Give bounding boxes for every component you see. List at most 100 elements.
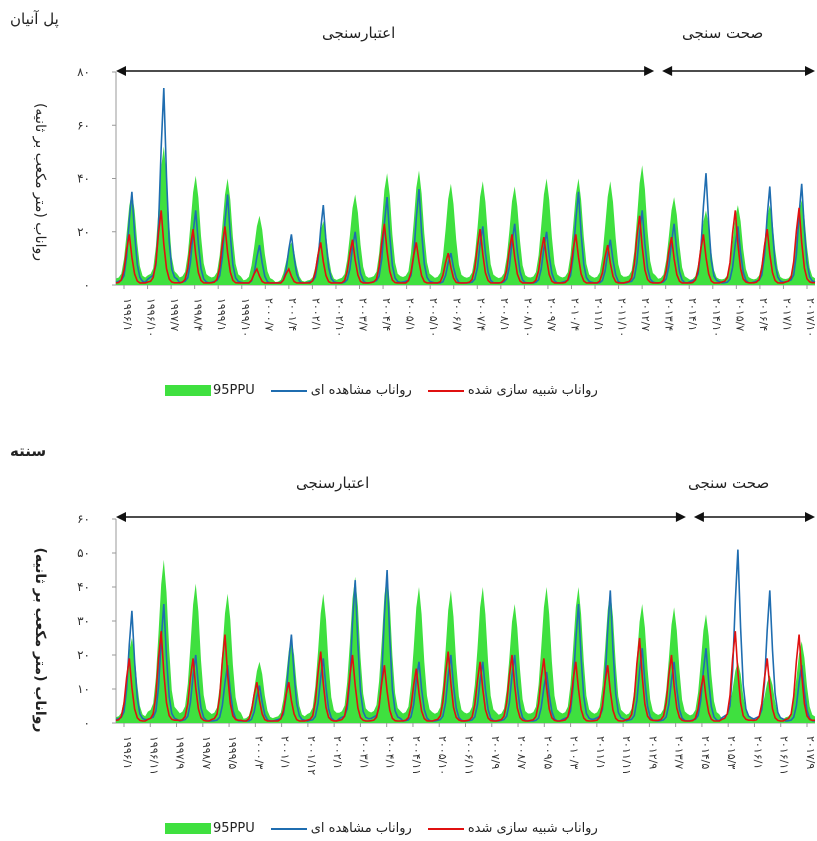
- x-tick-label: ۲۰۰۵/۱۰: [427, 298, 440, 337]
- x-tick-label: ۱۹۹۹/۵: [226, 736, 239, 769]
- series-simulated-line: [115, 631, 815, 722]
- x-tick-label: ۲۰۰۸/۱۰: [521, 298, 534, 337]
- x-tick-label: ۱۹۹۸/۷: [200, 736, 213, 769]
- x-tick-label: ۱۹۹۹/۱۰: [239, 298, 252, 337]
- series-95ppu-band: [116, 559, 815, 723]
- legend-item-simulated: رواناب شبیه سازی شده: [427, 383, 598, 398]
- y-tick-label: ۶۰: [77, 118, 90, 132]
- x-tick-label: ۲۰۰۱/۴: [286, 298, 299, 331]
- x-tick-label: ۱۹۹۶/۱۰: [145, 298, 158, 337]
- legend-swatch-observed: [270, 389, 307, 392]
- x-tick-label: ۲۰۱۱/۱: [592, 298, 605, 331]
- x-tick-label: ۱۹۹۸/۴: [192, 298, 205, 331]
- x-tick-label: ۲۰۱۷/۱: [780, 298, 793, 331]
- x-tick-label: ۱۹۹۷/۷: [168, 298, 181, 331]
- x-tick-label: ۲۰۰۰/۷: [262, 298, 275, 331]
- calibration-period-label: اعتبارسنجی: [296, 474, 370, 492]
- x-tick-label: ۱۹۹۶/۱: [121, 298, 134, 331]
- x-tick-label: ۱۹۹۹/۱: [215, 298, 228, 331]
- series-95ppu-band: [116, 146, 815, 285]
- x-tick-label: ۱۹۹۶/۱: [121, 736, 134, 769]
- legend-label-95ppu: 95PPU: [213, 383, 255, 398]
- x-tick-label: ۲۰۰۱/۱۲: [305, 736, 318, 775]
- y-tick-label: ۳۰: [77, 614, 90, 628]
- x-tick-label: ۲۰۰۴/۴: [380, 298, 393, 331]
- x-tick-label: ۲۰۰۶/۷: [451, 298, 464, 331]
- x-tick-label: ۲۰۱۶/۱۱: [778, 736, 791, 775]
- legend-swatch-simulated: [427, 827, 464, 830]
- x-tick-label: ۲۰۱۴/۱۰: [710, 298, 723, 337]
- legend: 95PPU رواناب مشاهده ای رواناب شبیه سازی …: [165, 821, 614, 836]
- y-tick-label: ۶۰: [77, 512, 90, 526]
- x-tick-label: ۲۰۱۳/۴: [663, 298, 676, 331]
- y-tick-label: ۵۰: [77, 546, 90, 560]
- chart-panel-santeh: ۰ ۱۰ ۲۰ ۳۰ ۴۰ ۵۰ ۶۰ ۱۹۹۶/۱ ۱۹۹۶/۱۱ ۱۹۹۷/۹ ۱۹۹۸/۷ ۱۹…: [0, 420, 817, 841]
- legend-label-observed: رواناب مشاهده ای: [310, 383, 412, 398]
- x-tick-label: ۲۰۰۴/۱: [384, 736, 397, 769]
- legend-label-simulated: رواناب شبیه سازی شده: [467, 383, 598, 398]
- x-tick-label: ۲۰۰۸/۷: [515, 736, 528, 769]
- validation-period-label: صحت سنجی: [682, 24, 764, 42]
- x-tick-label: ۲۰۰۱/۱: [279, 736, 292, 769]
- legend-swatch-simulated: [427, 389, 464, 392]
- legend-label-observed: رواناب مشاهده ای: [310, 821, 412, 836]
- calibration-period-label: اعتبارسنجی: [322, 24, 396, 42]
- x-tick-label: ۲۰۱۱/۱: [594, 736, 607, 769]
- y-tick-label: ۴۰: [77, 172, 90, 186]
- validation-period-label: صحت سنجی: [688, 474, 770, 492]
- x-tick-label: ۲۰۰۳/۷: [357, 298, 370, 331]
- legend-item-observed: رواناب مشاهده ای: [270, 821, 412, 836]
- chart-panel-pol-anian: ۰ ۲۰ ۴۰ ۶۰ ۸۰ ۱۹۹۶/۱ ۱۹۹۶/۱۰ ۱۹۹۷/۷ ۱۹۹۸/۴ ۱۹۹۹/۱…: [0, 0, 817, 420]
- x-tick-label: ۲۰۰۸/۱: [498, 298, 511, 331]
- y-tick-label: ۲۰: [77, 225, 90, 239]
- x-tick-label: ۲۰۱۷/۱۰: [804, 298, 817, 337]
- station-title: پل آنیان: [10, 10, 59, 28]
- x-tick-label: ۲۰۰۰/۳: [252, 736, 265, 769]
- y-axis-label: رواناب (متر مکعب بر ثانیه): [32, 102, 48, 262]
- validation-period-arrow: [662, 66, 815, 76]
- y-axis-label: رواناب (متر مکعب بر ثانیه): [32, 547, 48, 733]
- legend-swatch-observed: [270, 827, 307, 830]
- x-tick-label: ۲۰۱۶/۴: [757, 298, 770, 331]
- x-tick-label: ۲۰۰۶/۱۱: [463, 736, 476, 775]
- x-tick-label: ۱۹۹۷/۹: [174, 736, 187, 769]
- validation-period-arrow: [693, 512, 815, 522]
- x-tick-label: ۲۰۱۵/۳: [725, 736, 738, 769]
- x-tick-label: ۲۰۰۵/۱: [404, 298, 417, 331]
- x-tick-label: ۲۰۱۰/۴: [568, 298, 581, 331]
- x-tick-label: ۲۰۱۱/۱۱: [620, 736, 633, 775]
- x-tick-label: ۲۰۱۰/۳: [568, 736, 581, 769]
- x-tick-label: ۲۰۰۷/۴: [474, 298, 487, 331]
- x-tick-label: ۲۰۰۲/۱: [331, 736, 344, 769]
- legend: 95PPU رواناب مشاهده ای رواناب شبیه سازی …: [165, 383, 614, 398]
- x-tick-label: ۲۰۰۲/۱: [309, 298, 322, 331]
- x-tick-label: ۲۰۰۹/۷: [545, 298, 558, 331]
- y-tick-label: ۸۰: [77, 65, 90, 79]
- legend-item-95ppu: 95PPU: [165, 383, 255, 398]
- calibration-period-arrow: [116, 66, 655, 76]
- y-tick-label: ۴۰: [77, 580, 90, 594]
- x-tick-label: ۲۰۱۷/۹: [804, 736, 817, 769]
- x-tick-label: ۲۰۱۶/۱: [751, 736, 764, 769]
- x-tick-label: ۲۰۰۵/۱۰: [436, 736, 449, 775]
- chart-plot: ۰ ۱۰ ۲۰ ۳۰ ۴۰ ۵۰ ۶۰ ۱۹۹۶/۱ ۱۹۹۶/۱۱ ۱۹۹۷/۹ ۱۹۹۸/۷ ۱۹…: [77, 512, 817, 775]
- x-tick-label: ۲۰۱۲/۹: [646, 736, 659, 769]
- legend-item-95ppu: 95PPU: [165, 821, 255, 836]
- x-tick-label: ۲۰۱۳/۷: [673, 736, 686, 769]
- x-tick-label: ۲۰۱۵/۷: [733, 298, 746, 331]
- series-simulated-line: [115, 207, 815, 284]
- y-tick-label: ۰: [84, 716, 90, 730]
- x-tick-label: ۲۰۱۱/۱۰: [616, 298, 629, 337]
- legend-item-simulated: رواناب شبیه سازی شده: [427, 821, 598, 836]
- x-tick-label: ۲۰۱۲/۷: [639, 298, 652, 331]
- y-tick-label: ۲۰: [77, 648, 90, 662]
- calibration-period-arrow: [116, 512, 686, 522]
- chart-plot: ۰ ۲۰ ۴۰ ۶۰ ۸۰ ۱۹۹۶/۱ ۱۹۹۶/۱۰ ۱۹۹۷/۷ ۱۹۹۸/۴ ۱۹۹۹/۱…: [77, 65, 817, 337]
- legend-label-95ppu: 95PPU: [213, 821, 255, 836]
- x-tick-label: ۱۹۹۶/۱۱: [147, 736, 160, 775]
- x-tick-label: ۲۰۰۴/۱۱: [410, 736, 423, 775]
- x-tick-label: ۲۰۱۴/۱: [686, 298, 699, 331]
- legend-swatch-95ppu: [165, 823, 211, 834]
- y-tick-label: ۱۰: [77, 682, 90, 696]
- x-tick-label: ۲۰۰۲/۱۰: [333, 298, 346, 337]
